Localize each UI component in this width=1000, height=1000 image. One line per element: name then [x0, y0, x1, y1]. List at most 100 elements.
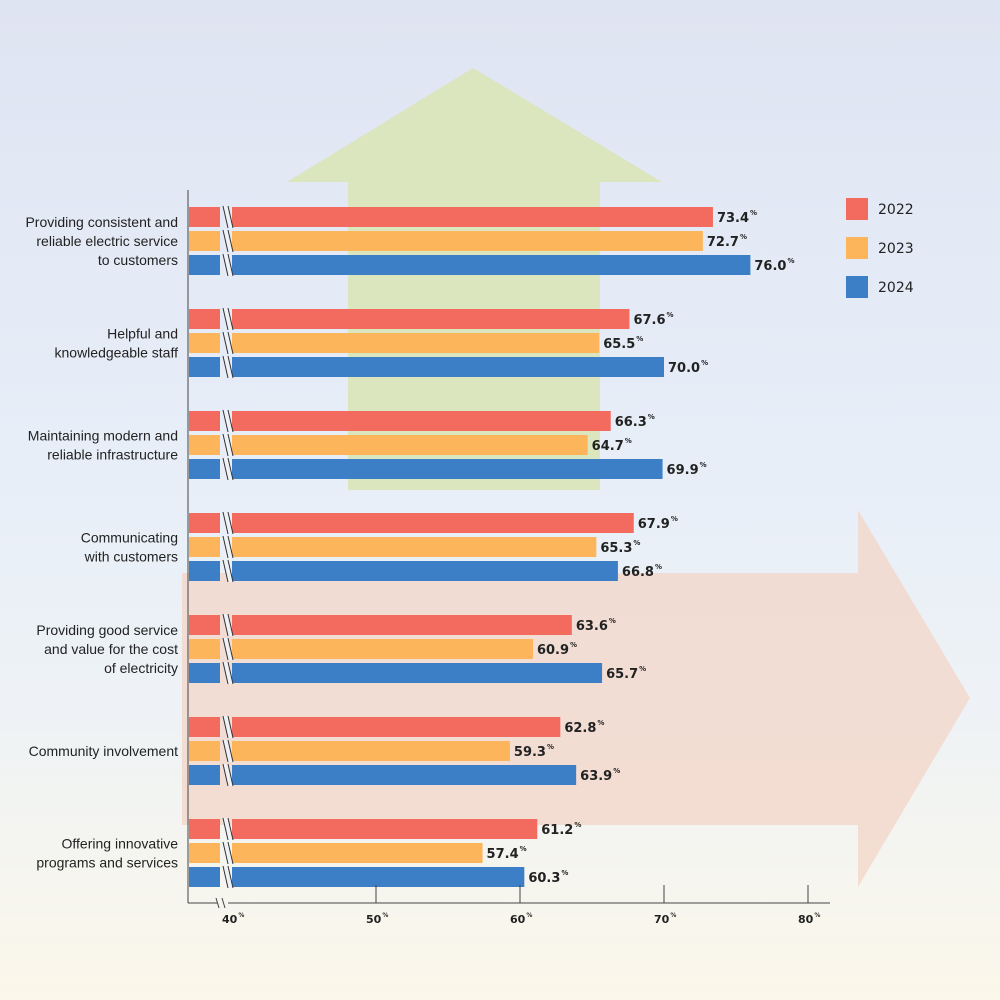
data-label: 61.2	[541, 823, 573, 838]
bar-stub	[189, 867, 220, 887]
bar-stub	[189, 615, 220, 635]
axis-break-line	[222, 661, 229, 685]
category-label: reliable electric service	[36, 233, 178, 249]
axis-break-line	[222, 205, 229, 229]
axis-break-line	[222, 715, 229, 739]
bar-stub	[189, 513, 220, 533]
axis-break-gap	[223, 254, 233, 276]
data-label: 73.4	[717, 211, 749, 226]
data-label-suffix: %	[597, 719, 604, 727]
data-label: 64.7	[592, 439, 624, 454]
category-label: Providing good service	[36, 622, 178, 638]
axis-break-line	[227, 841, 234, 865]
x-axis-break	[215, 897, 220, 909]
bar-stub	[189, 309, 220, 329]
axis-break-line	[227, 661, 234, 685]
x-tick-suffix: %	[670, 912, 676, 919]
bar	[232, 333, 600, 353]
axis-break-line	[222, 331, 229, 355]
axis-break-line	[222, 355, 229, 379]
axis-break-line	[227, 739, 234, 763]
axis-break-gap	[223, 866, 233, 888]
bar	[232, 615, 572, 635]
data-label: 67.9	[638, 517, 670, 532]
bar	[232, 639, 533, 659]
axis-break-gap	[223, 308, 233, 330]
axis-break-gap	[223, 434, 233, 456]
data-label: 63.9	[580, 769, 612, 784]
data-label-suffix: %	[625, 437, 632, 445]
data-label: 66.8	[622, 565, 654, 580]
bar-stub	[189, 819, 220, 839]
data-label-suffix: %	[655, 563, 662, 571]
bar	[232, 207, 713, 227]
legend: 2022 2023 2024	[846, 198, 914, 298]
legend-swatch-2024	[846, 276, 868, 298]
up-arrow-decoration	[287, 68, 662, 490]
data-label-suffix: %	[740, 233, 747, 241]
x-tick-suffix: %	[814, 912, 820, 919]
bar	[232, 765, 577, 785]
axis-break-line	[227, 865, 234, 889]
axis-break-line	[222, 637, 229, 661]
legend-label-2023: 2023	[878, 241, 914, 257]
x-axis: 40% 50% 60% 70% 80%	[187, 190, 830, 926]
data-label-suffix: %	[648, 413, 655, 421]
axis-break-line	[227, 613, 234, 637]
bar-stub	[189, 435, 220, 455]
category-label: to customers	[98, 252, 178, 268]
category-label: Communicating	[81, 530, 178, 546]
category-label: Providing consistent and	[25, 214, 178, 230]
data-label: 65.7	[606, 667, 638, 682]
axis-break-gap	[223, 716, 233, 738]
data-label: 67.6	[633, 313, 665, 328]
category-label: with customers	[84, 549, 178, 565]
category-label: Helpful and	[107, 326, 178, 342]
data-label: 65.5	[603, 337, 635, 352]
data-label: 63.6	[576, 619, 608, 634]
x-tick-suffix: %	[526, 912, 532, 919]
data-label: 76.0	[754, 259, 786, 274]
axis-break-gap	[223, 206, 233, 228]
axis-break-line	[227, 229, 234, 253]
category-label: Maintaining modern and	[28, 428, 178, 444]
data-label-suffix: %	[636, 335, 643, 343]
category-label: Offering innovative	[62, 836, 179, 852]
category-label: of electricity	[104, 660, 178, 676]
axis-break-gap	[223, 560, 233, 582]
bar-stub	[189, 459, 220, 479]
axis-break-line	[222, 865, 229, 889]
data-label: 60.3	[528, 871, 560, 886]
x-tick-suffix: %	[238, 912, 244, 919]
axis-break-line	[222, 763, 229, 787]
bar	[232, 513, 634, 533]
data-label-suffix: %	[613, 767, 620, 775]
axis-break-line	[227, 331, 234, 355]
axis-break-line	[222, 613, 229, 637]
bar-stub	[189, 843, 220, 863]
bar	[232, 561, 618, 581]
data-label-suffix: %	[701, 359, 708, 367]
legend-label-2024: 2024	[878, 280, 914, 296]
axis-break-gap	[223, 536, 233, 558]
bar	[232, 537, 597, 557]
bar	[232, 411, 611, 431]
bar-stub	[189, 255, 220, 275]
axis-break-line	[222, 253, 229, 277]
data-label-suffix: %	[633, 539, 640, 547]
axis-break-gap	[223, 332, 233, 354]
axis-break-gap	[223, 638, 233, 660]
bar-stub	[189, 411, 220, 431]
axis-break-gap	[223, 662, 233, 684]
axis-break-line	[227, 817, 234, 841]
axis-break-line	[222, 307, 229, 331]
axis-break-gap	[223, 410, 233, 432]
data-label-suffix: %	[639, 665, 646, 673]
axis-break-line	[222, 817, 229, 841]
axis-break-line	[227, 253, 234, 277]
axis-break-line	[227, 205, 234, 229]
bar-stub	[189, 231, 220, 251]
axis-break-line	[222, 433, 229, 457]
axis-break-line	[222, 739, 229, 763]
